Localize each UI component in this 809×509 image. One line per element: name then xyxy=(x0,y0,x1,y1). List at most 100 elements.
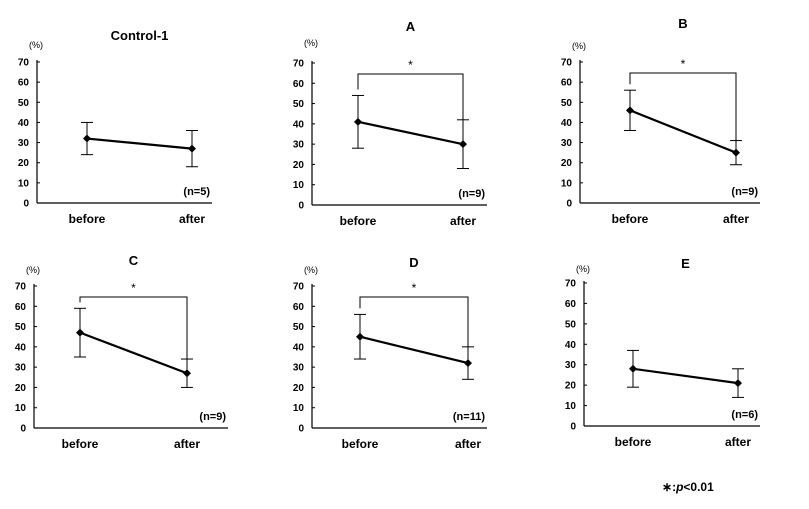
y-tick-label: 20 xyxy=(565,381,577,392)
series-line xyxy=(79,331,188,375)
significance-bracket xyxy=(79,296,188,368)
x-category-label: before xyxy=(340,214,377,228)
x-category-label: before xyxy=(62,437,99,451)
y-tick-label: 50 xyxy=(293,322,305,333)
y-tick-label: 40 xyxy=(565,340,577,351)
y-tick-label: 50 xyxy=(18,98,30,109)
data-point-marker xyxy=(76,328,84,337)
y-tick-label: 20 xyxy=(293,160,305,171)
y-tick-label: 30 xyxy=(565,360,577,371)
x-category-label: after xyxy=(725,435,751,449)
y-tick-label: 60 xyxy=(18,78,30,89)
y-tick-label: 40 xyxy=(18,118,30,129)
y-tick-label: 30 xyxy=(561,138,573,149)
data-point-marker xyxy=(183,369,191,378)
x-category-label: before xyxy=(615,435,652,449)
series-line xyxy=(357,120,464,146)
x-category-label: after xyxy=(455,437,481,451)
n-label: (n=9) xyxy=(458,188,485,200)
y-tick-label: 0 xyxy=(298,201,304,212)
y-tick-label: 0 xyxy=(570,422,576,433)
y-tick-label: 30 xyxy=(293,140,305,151)
y-unit-label: (%) xyxy=(26,265,40,275)
y-tick-label: 60 xyxy=(293,79,305,90)
y-tick-label: 10 xyxy=(15,403,27,414)
y-tick-label: 60 xyxy=(565,299,577,310)
significance-footnote: ∗:p<0.01 xyxy=(662,480,714,494)
footnote-variable: p xyxy=(676,480,684,494)
y-tick-label: 20 xyxy=(18,158,30,169)
y-tick-label: 70 xyxy=(293,282,305,293)
series-line xyxy=(359,335,469,365)
y-tick-label: 10 xyxy=(561,178,573,189)
footnote-condition: <0.01 xyxy=(683,480,714,494)
panel-title: C xyxy=(129,253,139,268)
data-point-marker xyxy=(629,364,637,373)
footnote-separator: : xyxy=(672,480,677,494)
y-tick-label: 60 xyxy=(561,78,573,89)
y-tick-label: 0 xyxy=(20,424,26,435)
y-tick-label: 40 xyxy=(561,118,573,129)
data-point-marker xyxy=(464,359,472,368)
y-tick-label: 30 xyxy=(18,138,30,149)
x-category-label: after xyxy=(174,437,200,451)
y-tick-label: 70 xyxy=(15,282,27,293)
y-unit-label: (%) xyxy=(576,264,590,274)
y-tick-label: 50 xyxy=(565,319,577,330)
y-unit-label: (%) xyxy=(304,265,318,275)
x-category-label: before xyxy=(612,212,649,226)
y-tick-label: 40 xyxy=(293,119,305,130)
series-line xyxy=(632,367,739,385)
x-category-label: after xyxy=(723,212,749,226)
significance-bracket xyxy=(359,296,469,358)
n-label: (n=9) xyxy=(199,411,226,423)
panel-title: Control-1 xyxy=(111,28,169,43)
data-point-marker xyxy=(354,117,362,126)
y-tick-label: 10 xyxy=(18,178,30,189)
y-tick-label: 60 xyxy=(293,302,305,313)
data-point-marker xyxy=(459,140,467,149)
n-label: (n=9) xyxy=(731,186,758,198)
y-unit-label: (%) xyxy=(304,38,318,48)
y-tick-label: 20 xyxy=(561,158,573,169)
y-unit-label: (%) xyxy=(572,41,586,51)
y-tick-label: 10 xyxy=(293,180,305,191)
series-line xyxy=(629,109,737,154)
panel-0: 0 10 20 30 40 50 60 70 (%) Control-1 before after (n… xyxy=(18,28,212,226)
y-tick-label: 50 xyxy=(293,99,305,110)
data-point-marker xyxy=(188,144,196,153)
y-tick-label: 0 xyxy=(298,424,304,435)
y-tick-label: 10 xyxy=(565,401,577,412)
significance-bracket xyxy=(629,72,737,147)
y-tick-label: 10 xyxy=(293,403,305,414)
significance-marker: * xyxy=(681,57,686,71)
x-category-label: after xyxy=(179,212,205,226)
y-tick-label: 20 xyxy=(15,383,27,394)
y-tick-label: 70 xyxy=(561,58,573,69)
y-tick-label: 40 xyxy=(293,342,305,353)
series-line xyxy=(86,137,193,150)
data-point-marker xyxy=(356,332,364,341)
y-tick-label: 0 xyxy=(23,199,29,210)
significance-bracket xyxy=(357,73,464,139)
y-tick-label: 30 xyxy=(15,363,27,374)
n-label: (n=5) xyxy=(183,186,210,198)
y-tick-label: 60 xyxy=(15,302,27,313)
y-tick-label: 0 xyxy=(566,199,572,210)
x-category-label: after xyxy=(450,214,476,228)
footnote-symbol: ∗ xyxy=(662,480,673,494)
panel-title: D xyxy=(409,255,418,270)
significance-marker: * xyxy=(412,281,417,295)
data-point-marker xyxy=(83,134,91,143)
y-tick-label: 20 xyxy=(293,383,305,394)
y-tick-label: 70 xyxy=(565,279,577,290)
y-tick-label: 40 xyxy=(15,342,27,353)
panel-title: E xyxy=(681,256,690,271)
y-unit-label: (%) xyxy=(29,40,43,50)
data-point-marker xyxy=(626,106,634,115)
panel-title: A xyxy=(406,19,416,34)
